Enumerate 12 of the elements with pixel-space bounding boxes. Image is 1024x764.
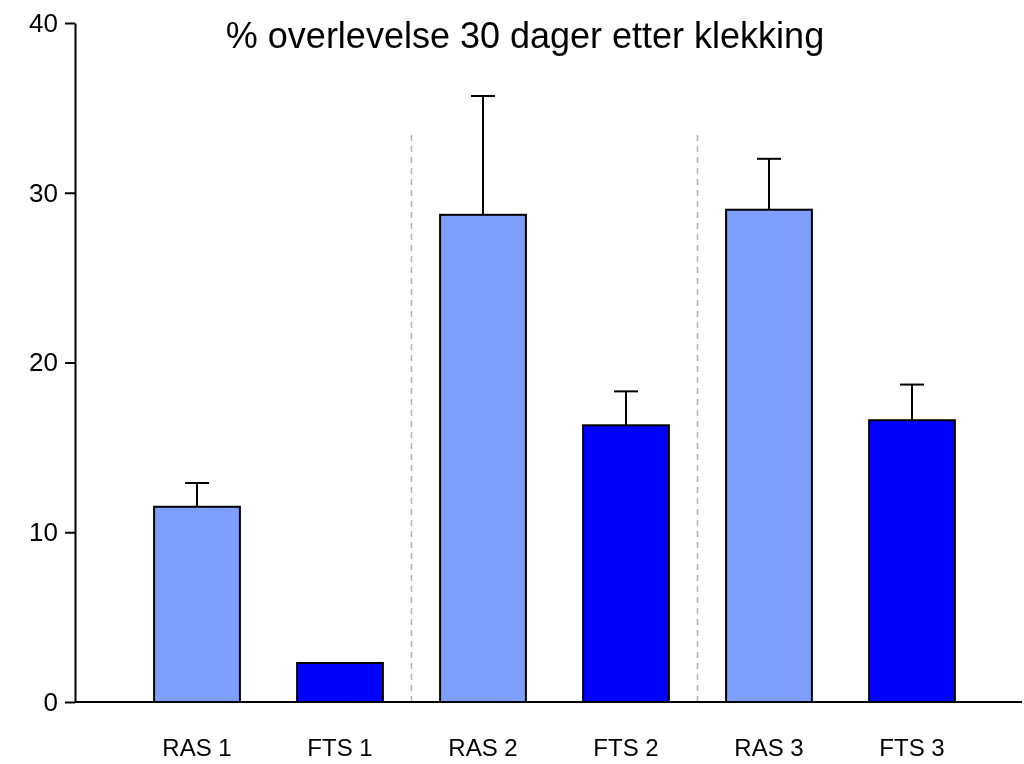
x-tick-label: RAS 1 bbox=[162, 734, 232, 761]
y-tick-label: 0 bbox=[43, 686, 58, 717]
y-tick-label: 30 bbox=[29, 177, 58, 208]
x-tick-label: FTS 3 bbox=[879, 734, 945, 761]
y-tick-label: 10 bbox=[29, 517, 58, 548]
y-tick-label: 20 bbox=[29, 347, 58, 378]
x-tick-label: FTS 1 bbox=[307, 734, 373, 761]
y-tick-label: 40 bbox=[29, 7, 58, 38]
x-tick-label: RAS 3 bbox=[734, 734, 804, 761]
x-tick-label: RAS 2 bbox=[448, 734, 518, 761]
x-tick-label: FTS 2 bbox=[593, 734, 659, 761]
chart-title: % overlevelse 30 dager etter klekking bbox=[225, 15, 825, 56]
